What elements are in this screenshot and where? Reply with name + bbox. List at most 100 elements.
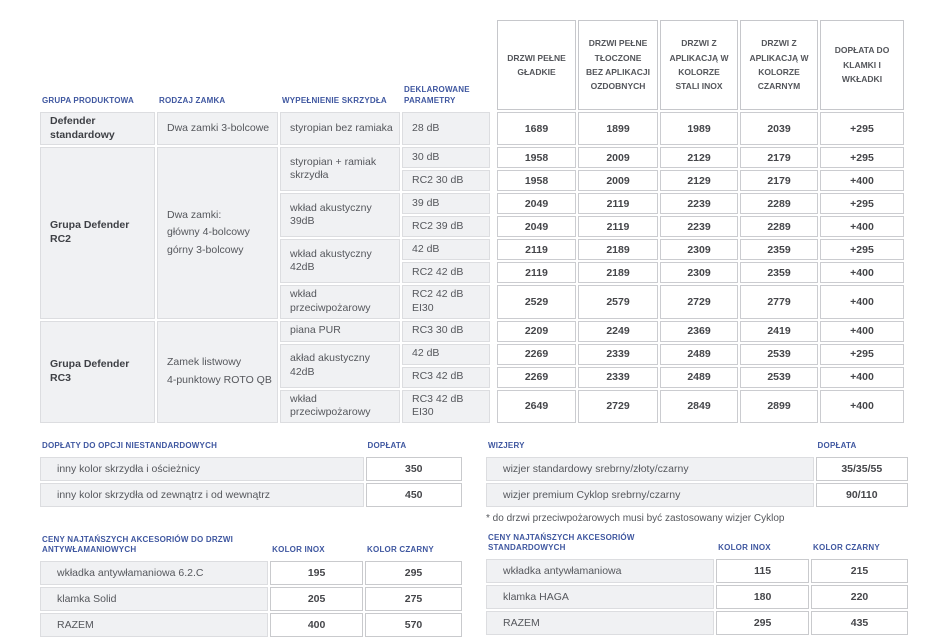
- cell-param: 28 dB: [402, 112, 490, 146]
- table-row: klamka Solid 205 275: [40, 587, 462, 612]
- header-row: WIZJERY DOPŁATA: [486, 441, 908, 455]
- cell-param: RC2 39 dB: [402, 216, 490, 238]
- table-row: klamka HAGA 180 220: [486, 585, 908, 610]
- spacer-cell: [492, 20, 495, 110]
- cell-option: inny kolor skrzydła od zewnątrz i od wew…: [40, 482, 364, 507]
- price-list-page: GRUPA PRODUKTOWA RODZAJ ZAMKA WYPEŁNIENI…: [38, 18, 906, 425]
- cell-price: 2359: [740, 239, 818, 261]
- cell-group: Grupa Defender RC3: [40, 320, 155, 423]
- col-label-rodzaj-zamka: RODZAJ ZAMKA: [159, 95, 226, 105]
- cell-price: 2729: [578, 389, 658, 423]
- cell-price: 2339: [578, 366, 658, 388]
- cell-filling: styropian bez ramiaka: [280, 112, 400, 146]
- table-row: RAZEM 400 570: [40, 613, 462, 638]
- cell-price: 2129: [660, 147, 738, 169]
- cell-value: 205: [270, 587, 364, 612]
- cell-value: 115: [716, 559, 810, 584]
- main-price-table: GRUPA PRODUKTOWA RODZAJ ZAMKA WYPEŁNIENI…: [38, 18, 906, 425]
- table-row: Grupa Defender RC3 Zamek listwowy 4-punk…: [40, 320, 904, 423]
- cell-value: 35/35/55: [815, 456, 908, 481]
- table-row: wkład akustyczny 39dB 39 dB 2049 2119 22…: [40, 193, 904, 238]
- spacer-cell: [492, 390, 495, 423]
- viewers-footnote: * do drzwi przeciwpożarowych musi być za…: [486, 512, 785, 524]
- table-row: RC2 39 dB 2049 2119 2239 2289 +400: [40, 216, 904, 238]
- cell-price: 2339: [578, 343, 658, 365]
- cell-price: 2119: [497, 262, 576, 284]
- cell-viewer: wizjer standardowy srebrny/złoty/czarny: [486, 456, 814, 481]
- cell-price: 2539: [740, 366, 818, 388]
- table-row: wkład przeciwpożarowy RC2 42 dB EI30 252…: [40, 285, 904, 319]
- col-label-wypelnienie-skrzydla: WYPEŁNIENIE SKRZYDŁA: [282, 95, 387, 105]
- cell-filling: wkład przeciwpożarowy: [280, 389, 400, 423]
- cell-price: 2009: [578, 147, 658, 169]
- cell-lock: Dwa zamki 3-bolcowe: [157, 112, 278, 146]
- cell-price: 2529: [497, 285, 576, 319]
- cell-value: 90/110: [815, 482, 908, 507]
- table-row: Grupa Defender RC2 Dwa zamki: główny 4-b…: [40, 147, 904, 319]
- surcharges-col-doplata: DOPŁATA: [367, 440, 407, 450]
- cell-value: 450: [365, 482, 462, 507]
- col-header-drzwi-pelne-gladkie: DRZWI PEŁNE GŁADKIE: [497, 20, 576, 110]
- table-row: wizjer standardowy srebrny/złoty/czarny …: [486, 456, 908, 481]
- cell-surcharge: +295: [820, 343, 904, 365]
- cell-value: 295: [365, 561, 462, 586]
- table-row: Defender standardowy Dwa zamki 3-bolcowe…: [40, 112, 904, 146]
- acc-anti-col-inox: KOLOR INOX: [272, 545, 325, 555]
- cell-price: 2539: [740, 343, 818, 365]
- cell-value: 220: [811, 585, 908, 610]
- acc-std-col-inox: KOLOR INOX: [718, 543, 771, 553]
- cell-param: 42 dB: [402, 239, 490, 261]
- surcharges-title: DOPŁATY DO OPCJI NIESTANDARDOWYCH: [42, 440, 218, 450]
- spacer-cell: [492, 285, 495, 318]
- col-header-aplikacja-inox: DRZWI Z APLIKACJĄ W KOLORZE STALI INOX: [660, 20, 738, 110]
- table-row: wkład akustyczny 42dB 42 dB 2119 2189 23…: [40, 239, 904, 284]
- cell-price: 2369: [660, 320, 738, 342]
- spacer-cell: [492, 112, 495, 145]
- cell-price: 2179: [740, 147, 818, 169]
- cell-price: 2049: [497, 193, 576, 215]
- col-label-grupa-produktowa: GRUPA PRODUKTOWA: [42, 95, 134, 105]
- spacer-cell: [492, 367, 495, 388]
- cell-value: 570: [365, 613, 462, 638]
- viewers-col-doplata: DOPŁATA: [817, 440, 857, 450]
- cell-price: 1958: [497, 170, 576, 192]
- cell-lock: Dwa zamki: główny 4-bolcowy górny 3-bolc…: [157, 147, 278, 319]
- table-row: wkładka antywłamaniowa 115 215: [486, 559, 908, 584]
- spacer-cell: [492, 262, 495, 283]
- cell-filling: wkład akustyczny 39dB: [280, 193, 400, 238]
- cell-surcharge: +295: [820, 147, 904, 169]
- cell-param: 39 dB: [402, 193, 490, 215]
- cell-surcharge: +295: [820, 112, 904, 146]
- header-row: GRUPA PRODUKTOWA RODZAJ ZAMKA WYPEŁNIENI…: [40, 20, 904, 110]
- cell-price: 2579: [578, 285, 658, 319]
- cell-price: 2239: [660, 216, 738, 238]
- acc-anti-title: CENY NAJTAŃSZYCH AKCESORIÓW DO DRZWI ANT…: [42, 534, 234, 555]
- cell-price: 2039: [740, 112, 818, 146]
- cell-surcharge: +295: [820, 193, 904, 215]
- cell-param: RC2 42 dB: [402, 262, 490, 284]
- cell-price: 2119: [497, 239, 576, 261]
- accessories-anti-burglary-table: CENY NAJTAŃSZYCH AKCESORIÓW DO DRZWI ANT…: [38, 533, 464, 639]
- acc-std-title: CENY NAJTAŃSZYCH AKCESORIÓW STANDARDOWYC…: [488, 532, 635, 553]
- cell-filling: styropian + ramiak skrzydła: [280, 147, 400, 192]
- cell-param: RC3 42 dB EI30: [402, 389, 490, 423]
- table-row: inny kolor skrzydła i ościeżnicy 350: [40, 456, 462, 481]
- cell-value: 350: [365, 456, 462, 481]
- cell-price: 2729: [660, 285, 738, 319]
- cell-price: 2489: [660, 343, 738, 365]
- cell-price: 2419: [740, 320, 818, 342]
- cell-value: 215: [811, 559, 908, 584]
- acc-std-col-czarny: KOLOR CZARNY: [813, 543, 880, 553]
- cell-param: RC2 30 dB: [402, 170, 490, 192]
- cell-value: 435: [811, 611, 908, 636]
- cell-filling: wkład przeciwpożarowy: [280, 285, 400, 319]
- accessories-standard-table: CENY NAJTAŃSZYCH AKCESORIÓW STANDARDOWYC…: [484, 531, 910, 638]
- cell-accessory: wkładka antywłamaniowa 6.2.C: [40, 561, 269, 586]
- cell-group: Defender standardowy: [40, 112, 155, 146]
- cell-price: 2289: [740, 216, 818, 238]
- cell-value: 400: [270, 613, 364, 638]
- cell-price: 2009: [578, 170, 658, 192]
- viewers-title: WIZJERY: [488, 440, 525, 450]
- cell-param: 30 dB: [402, 147, 490, 169]
- cell-surcharge: +400: [820, 320, 904, 342]
